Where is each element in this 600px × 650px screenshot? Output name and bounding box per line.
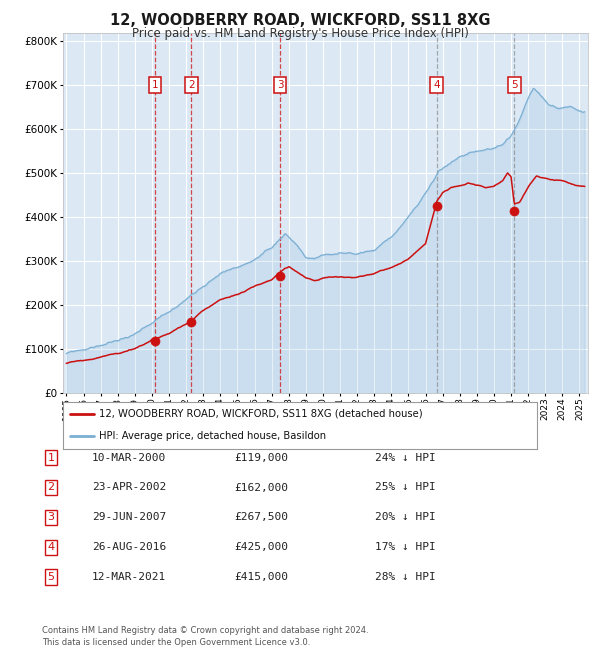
Text: 29-JUN-2007: 29-JUN-2007 bbox=[92, 512, 166, 523]
Text: 12, WOODBERRY ROAD, WICKFORD, SS11 8XG: 12, WOODBERRY ROAD, WICKFORD, SS11 8XG bbox=[110, 13, 490, 28]
Text: £162,000: £162,000 bbox=[234, 482, 288, 493]
Text: 2: 2 bbox=[188, 80, 195, 90]
Text: £415,000: £415,000 bbox=[234, 572, 288, 582]
Text: 25% ↓ HPI: 25% ↓ HPI bbox=[375, 482, 436, 493]
Text: HPI: Average price, detached house, Basildon: HPI: Average price, detached house, Basi… bbox=[98, 432, 326, 441]
Text: £425,000: £425,000 bbox=[234, 542, 288, 552]
Text: 24% ↓ HPI: 24% ↓ HPI bbox=[375, 452, 436, 463]
Text: 12-MAR-2021: 12-MAR-2021 bbox=[92, 572, 166, 582]
Text: £267,500: £267,500 bbox=[234, 512, 288, 523]
Text: 20% ↓ HPI: 20% ↓ HPI bbox=[375, 512, 436, 523]
Text: 28% ↓ HPI: 28% ↓ HPI bbox=[375, 572, 436, 582]
Text: 3: 3 bbox=[47, 512, 55, 523]
Text: 10-MAR-2000: 10-MAR-2000 bbox=[92, 452, 166, 463]
Text: 5: 5 bbox=[511, 80, 518, 90]
Text: 1: 1 bbox=[47, 452, 55, 463]
Text: 4: 4 bbox=[433, 80, 440, 90]
Text: 17% ↓ HPI: 17% ↓ HPI bbox=[375, 542, 436, 552]
Text: 26-AUG-2016: 26-AUG-2016 bbox=[92, 542, 166, 552]
Text: 4: 4 bbox=[47, 542, 55, 552]
Text: Price paid vs. HM Land Registry's House Price Index (HPI): Price paid vs. HM Land Registry's House … bbox=[131, 27, 469, 40]
Text: 1: 1 bbox=[152, 80, 158, 90]
Text: 3: 3 bbox=[277, 80, 283, 90]
Text: Contains HM Land Registry data © Crown copyright and database right 2024.
This d: Contains HM Land Registry data © Crown c… bbox=[42, 626, 368, 647]
Text: £119,000: £119,000 bbox=[234, 452, 288, 463]
Text: 12, WOODBERRY ROAD, WICKFORD, SS11 8XG (detached house): 12, WOODBERRY ROAD, WICKFORD, SS11 8XG (… bbox=[98, 409, 422, 419]
Text: 23-APR-2002: 23-APR-2002 bbox=[92, 482, 166, 493]
Text: 2: 2 bbox=[47, 482, 55, 493]
Text: 5: 5 bbox=[47, 572, 55, 582]
